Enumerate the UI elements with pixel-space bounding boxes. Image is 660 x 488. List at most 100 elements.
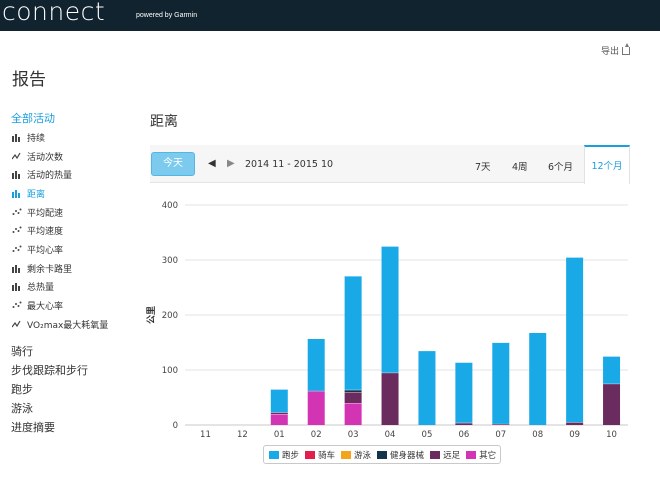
bar-segment (307, 338, 325, 391)
bar-segment (455, 422, 473, 425)
sidebar-item-label: 活动次数 (27, 152, 64, 163)
today-button[interactable]: 今天 (151, 152, 195, 176)
sidebar-item-label: 活动的热量 (27, 171, 73, 182)
export-label: 导出 (600, 47, 619, 57)
sidebar-item-label: 总热量 (27, 283, 55, 294)
period-tab-6m[interactable]: 6个月 (548, 162, 574, 173)
scatter-chart-icon (12, 245, 22, 252)
bar-segment (603, 356, 621, 384)
y-tick-label: 100 (162, 366, 178, 376)
sidebar-section-2[interactable]: 跑步 (11, 382, 33, 396)
bar-segment (307, 390, 325, 425)
sidebar-section-1[interactable]: 步伐跟踪和步行 (11, 363, 88, 377)
period-tab-12m[interactable]: 12个月 (584, 145, 630, 184)
legend-swatch (305, 450, 316, 459)
sidebar-item-0[interactable]: 持续 (11, 128, 141, 147)
sidebar-item-8[interactable]: 总热量 (11, 278, 141, 297)
export-icon (622, 42, 630, 55)
line-chart-icon (12, 320, 21, 328)
bar-segment (344, 275, 362, 390)
legend-item[interactable]: 其它 (466, 449, 496, 461)
scatter-chart-icon (12, 208, 22, 215)
scatter-chart-icon (12, 301, 22, 309)
bar-chart-icon (12, 171, 20, 180)
legend-item[interactable]: 骑车 (305, 449, 335, 461)
bar-segment (344, 389, 362, 392)
bar-segment (566, 422, 584, 425)
x-tick-label: 09 (569, 430, 580, 440)
legend-label: 骑车 (318, 450, 336, 461)
legend-item[interactable]: 健身器械 (377, 449, 424, 461)
bar-segment (492, 342, 510, 424)
bar-chart-icon (12, 283, 20, 292)
sidebar-item-label: 剩余卡路里 (27, 264, 73, 275)
distance-bar-chart: 0 100 200 300 400 公里 11 12 01 02 03 04 05 06 07 08 09 10 (146, 201, 628, 440)
legend-item[interactable]: 游泳 (341, 449, 371, 461)
legend-swatch (377, 450, 388, 459)
legend-label: 远足 (443, 450, 461, 461)
legend-swatch (341, 450, 352, 459)
sidebar-item-1[interactable]: 活动次数 (11, 147, 141, 166)
sidebar-item-3[interactable]: 距离 (11, 184, 141, 203)
chevron-right-icon[interactable]: ▶ (227, 158, 235, 169)
sidebar-item-7[interactable]: 剩余卡路里 (11, 259, 141, 278)
sidebar-item-label: 平均速度 (27, 227, 64, 238)
x-tick-label: 02 (311, 430, 322, 440)
y-tick-label: 0 (173, 421, 178, 431)
chart-legend: 跑步 骑车 游泳 健身器械 远足 其它 (263, 445, 501, 464)
x-tick-label: 12 (237, 430, 248, 440)
legend-swatch (466, 450, 477, 459)
bar-segment (270, 414, 288, 425)
sidebar-item-label: 持续 (27, 133, 46, 144)
sidebar-item-label: 平均心率 (27, 245, 64, 256)
sidebar-section-3[interactable]: 游泳 (11, 401, 33, 415)
bar-segment (418, 350, 436, 425)
sidebar-item-6[interactable]: 平均心率 (11, 240, 141, 259)
page-title: 报告 (12, 70, 46, 90)
sidebar-item-4[interactable]: 平均配速 (11, 203, 141, 222)
legend-label: 健身器械 (390, 450, 425, 461)
legend-swatch (269, 450, 279, 459)
bar-segment (344, 392, 362, 403)
bar-segment (270, 389, 288, 413)
legend-item[interactable]: 远足 (430, 449, 460, 461)
sidebar-item-label: VO₂max最大耗氧量 (27, 320, 109, 331)
scatter-chart-icon (12, 226, 22, 234)
bar-segment (344, 403, 362, 425)
bar-chart-icon (12, 133, 20, 142)
date-toolbar: 今天 ◀ ▶ 2014 11 - 2015 10 7天 4周 6个月 12个月 (150, 145, 630, 184)
x-tick-label: 08 (532, 430, 543, 440)
bar-segment (381, 246, 399, 373)
bar-chart-icon (12, 264, 20, 273)
bar-chart-icon (12, 189, 20, 198)
export-button[interactable]: 导出 (600, 42, 630, 57)
bar-segment (566, 257, 584, 423)
bar-segment (270, 412, 288, 414)
bar-segment (492, 423, 510, 425)
sidebar-item-5[interactable]: 平均速度 (11, 221, 141, 240)
period-tab-7d[interactable]: 7天 (475, 162, 491, 173)
sidebar-item-10[interactable]: VO₂max最大耗氧量 (11, 315, 141, 334)
line-chart-icon (12, 152, 21, 159)
legend-item[interactable]: 跑步 (269, 449, 299, 461)
connect-logo[interactable]: connect (2, 0, 106, 26)
bar-segment (455, 362, 473, 423)
sidebar-item-label: 距离 (27, 189, 46, 200)
y-tick-label: 300 (162, 256, 178, 266)
sidebar-item-2[interactable]: 活动的热量 (11, 165, 141, 184)
sidebar-item-label: 最大心率 (27, 302, 64, 313)
sidebar-category-all-activities[interactable]: 全部活动 (11, 112, 55, 125)
x-tick-label: 10 (606, 430, 617, 440)
sidebar-section-0[interactable]: 骑行 (11, 344, 33, 358)
x-tick-label: 11 (200, 430, 211, 440)
chart-title: 距离 (150, 114, 178, 130)
sidebar-section-4[interactable]: 进度摘要 (11, 420, 55, 434)
y-tick-label: 200 (162, 311, 178, 321)
legend-label: 其它 (479, 450, 497, 461)
sidebar-item-label: 平均配速 (27, 208, 64, 219)
legend-swatch (430, 450, 441, 459)
x-tick-label: 05 (422, 430, 433, 440)
sidebar-item-9[interactable]: 最大心率 (11, 296, 141, 315)
period-tab-4w[interactable]: 4周 (512, 162, 528, 173)
chevron-left-icon[interactable]: ◀ (208, 158, 216, 169)
